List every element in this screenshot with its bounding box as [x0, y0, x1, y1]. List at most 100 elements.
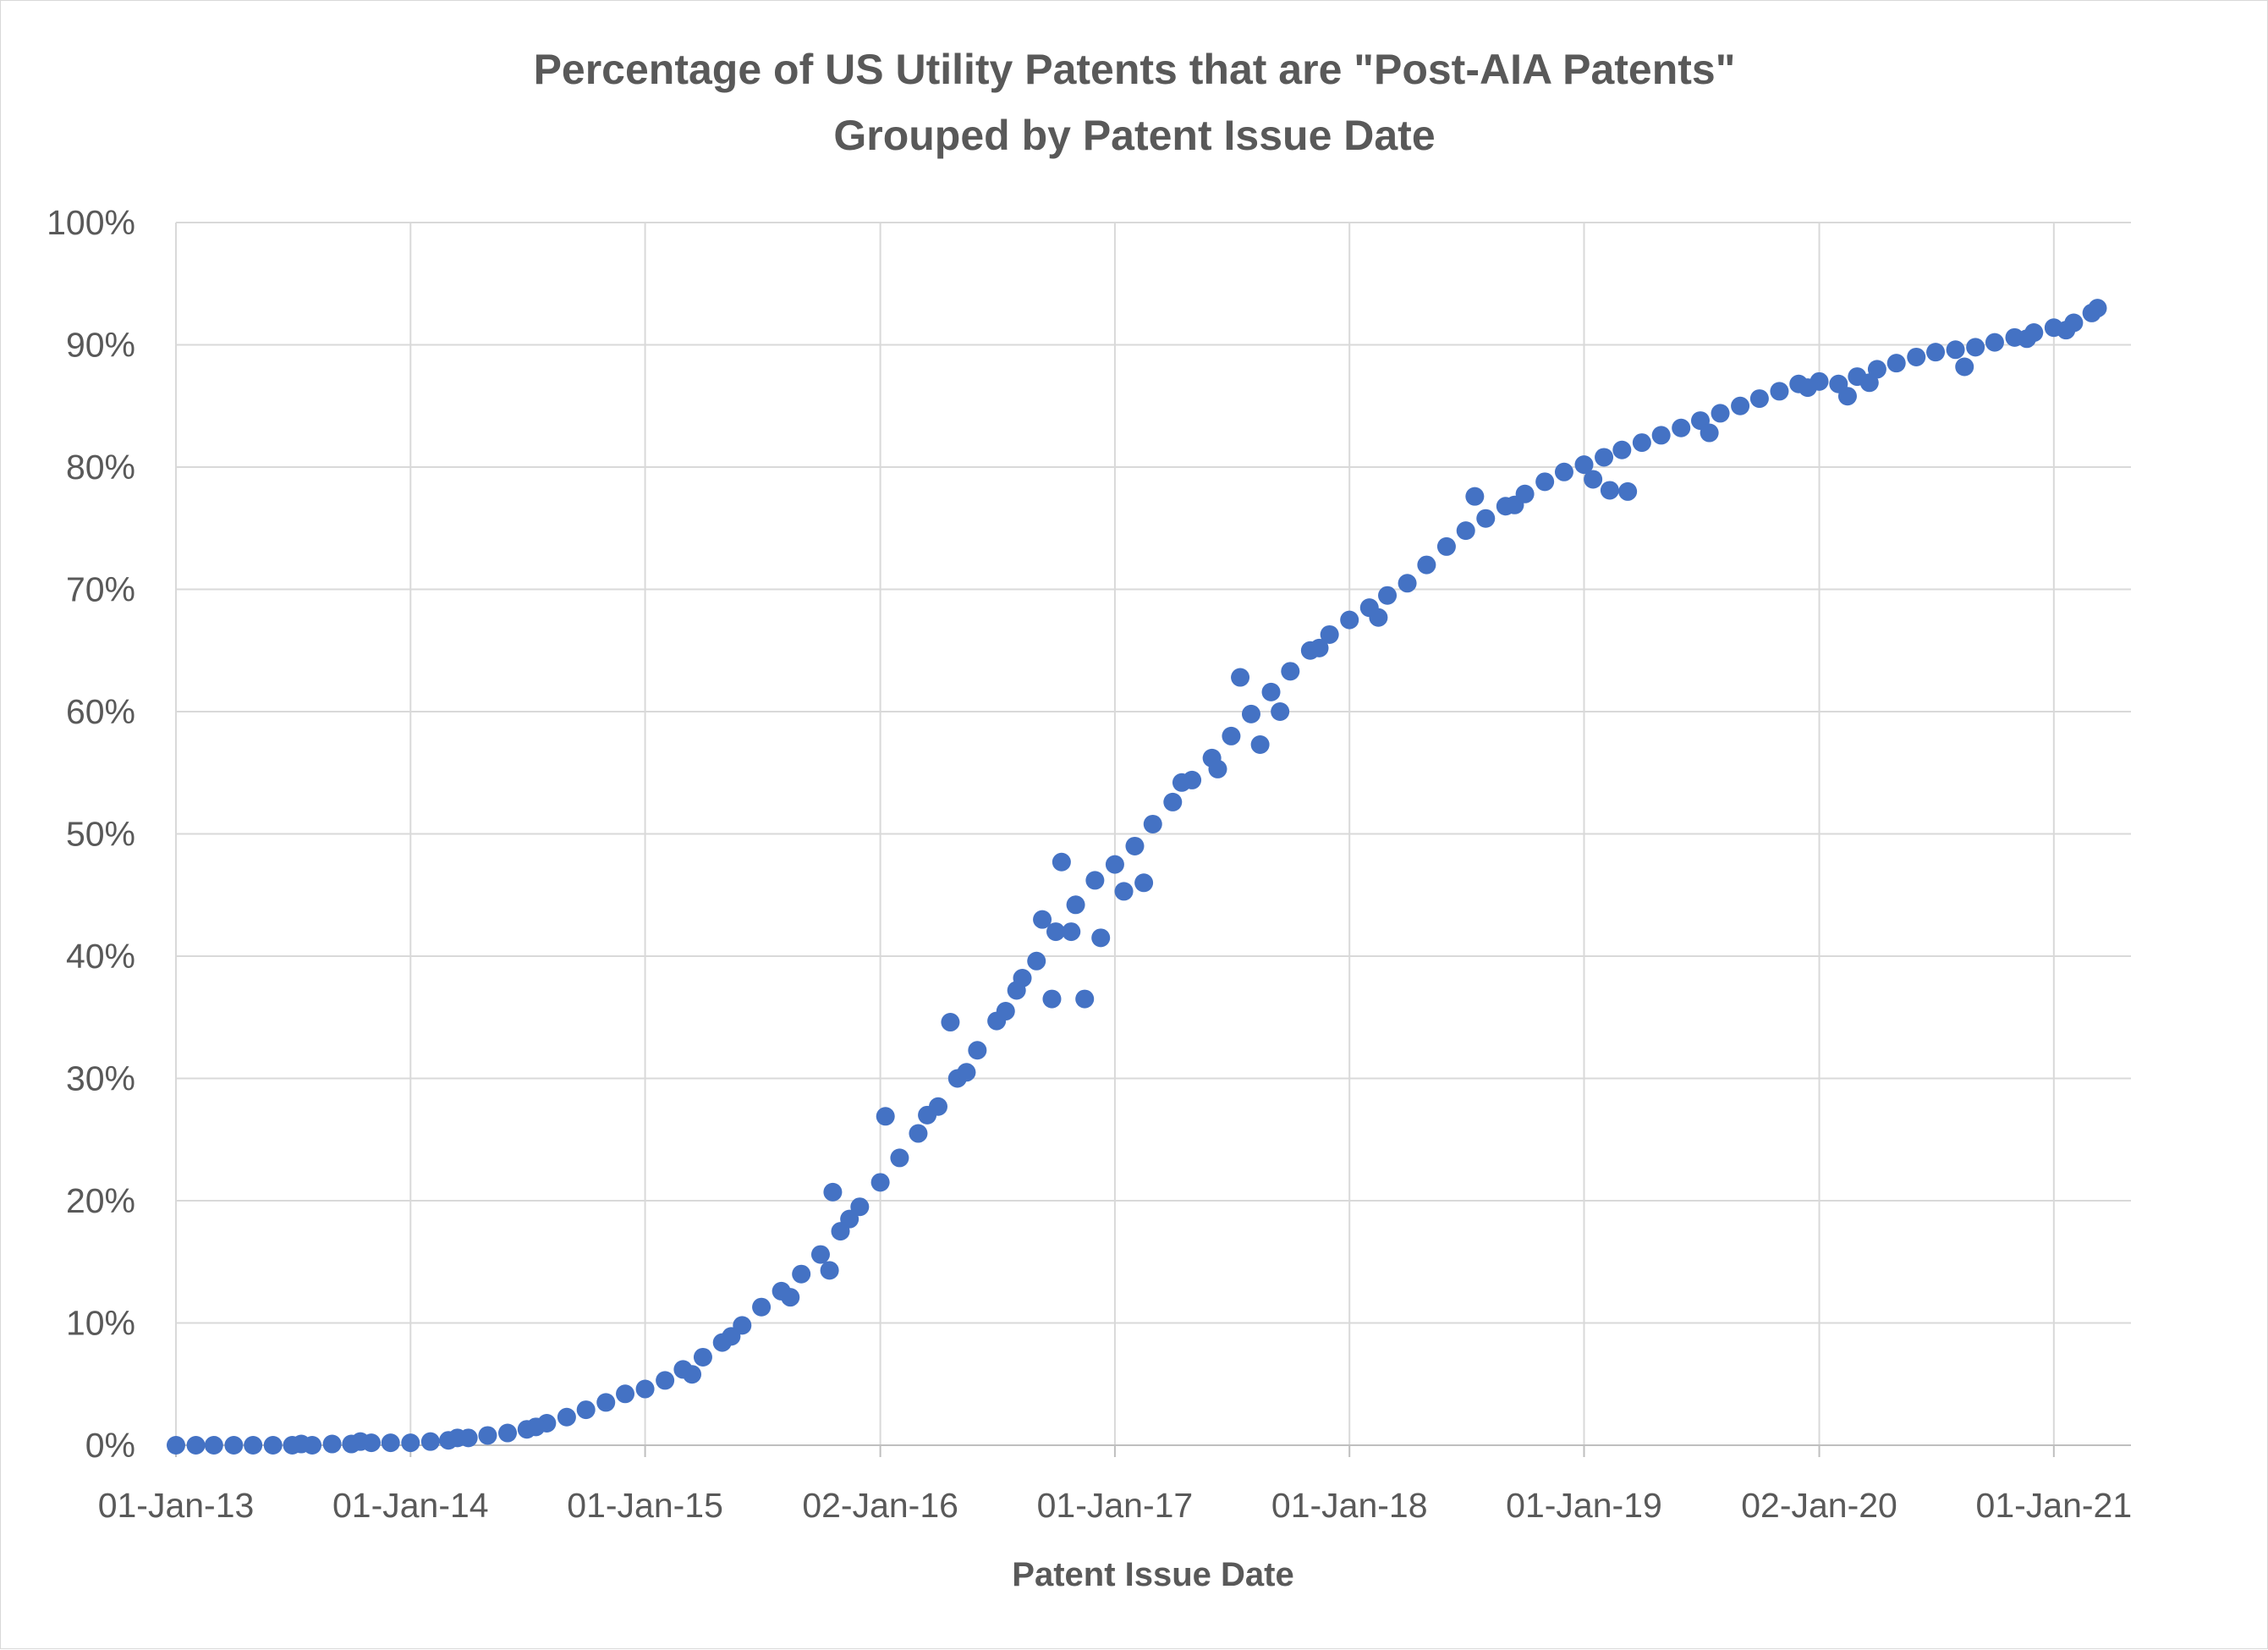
- data-point: [1711, 404, 1730, 423]
- y-tick-label: 40%: [66, 937, 135, 976]
- data-point: [1700, 423, 1719, 443]
- data-point: [1632, 433, 1651, 453]
- data-point: [1985, 333, 2004, 352]
- data-point: [1250, 735, 1270, 755]
- data-point: [1926, 343, 1946, 362]
- data-point: [1085, 871, 1105, 890]
- data-point: [224, 1436, 244, 1455]
- data-point: [557, 1407, 576, 1427]
- data-point: [420, 1432, 440, 1451]
- data-point: [1867, 360, 1886, 379]
- data-point: [381, 1433, 400, 1453]
- data-point: [322, 1434, 342, 1454]
- x-tick-label: 01-Jan-14: [332, 1486, 489, 1525]
- data-point: [957, 1063, 976, 1082]
- data-point: [1886, 354, 1906, 373]
- data-point: [1749, 389, 1769, 409]
- data-point: [2057, 321, 2076, 340]
- data-point: [1535, 472, 1555, 492]
- x-tick-label: 01-Jan-13: [98, 1486, 255, 1525]
- data-point: [448, 1428, 467, 1448]
- data-point: [1600, 481, 1619, 500]
- y-tick-label: 90%: [66, 326, 135, 365]
- x-tick-label: 01-Jan-17: [1037, 1486, 1194, 1525]
- data-point: [1574, 455, 1594, 475]
- data-point: [1091, 928, 1111, 948]
- gridlines: [175, 222, 2131, 1457]
- data-point: [1134, 873, 1154, 893]
- data-point: [635, 1379, 655, 1399]
- y-tick-label: 100%: [47, 203, 135, 242]
- data-point: [1378, 586, 1398, 605]
- data-point: [1417, 555, 1436, 575]
- data-point: [1436, 536, 1456, 556]
- data-point: [292, 1434, 311, 1454]
- data-point: [1554, 462, 1573, 481]
- y-axis-ticks: 0% 10% 20% 30% 40% 50% 60% 70% 80% 90% 100%: [47, 203, 135, 1465]
- y-tick-label: 50%: [66, 815, 135, 854]
- data-point: [1456, 521, 1475, 541]
- data-point: [1320, 624, 1339, 644]
- data-point: [1859, 373, 1879, 393]
- data-point: [1172, 773, 1191, 792]
- data-point: [870, 1173, 890, 1192]
- data-point: [1281, 662, 1300, 681]
- data-point: [656, 1371, 675, 1390]
- data-point: [850, 1197, 870, 1217]
- data-point: [1013, 969, 1032, 988]
- chart-title: Percentage of US Utility Patents that ar…: [534, 46, 1736, 93]
- data-point: [1798, 378, 1817, 398]
- x-tick-label: 01-Jan-18: [1271, 1486, 1428, 1525]
- data-point: [204, 1436, 223, 1455]
- data-point: [941, 1013, 960, 1032]
- data-point: [823, 1182, 843, 1202]
- chart-subtitle: Grouped by Patent Issue Date: [833, 112, 1435, 159]
- y-tick-label: 30%: [66, 1059, 135, 1098]
- data-point: [1398, 574, 1417, 593]
- x-tick-label: 02-Jan-16: [802, 1486, 958, 1525]
- data-point: [1465, 487, 1485, 506]
- data-point: [820, 1261, 839, 1280]
- data-point: [576, 1400, 596, 1420]
- data-point: [1062, 922, 1081, 942]
- x-tick-label: 01-Jan-19: [1506, 1486, 1662, 1525]
- data-point: [1163, 792, 1183, 811]
- x-axis-title: Patent Issue Date: [1012, 1556, 1293, 1593]
- data-point: [722, 1327, 741, 1346]
- x-tick-label: 02-Jan-20: [1741, 1486, 1897, 1525]
- data-point: [596, 1393, 616, 1412]
- data-point: [1595, 448, 1614, 467]
- data-point: [1208, 759, 1227, 778]
- data-point: [840, 1209, 859, 1229]
- data-point: [968, 1041, 987, 1060]
- data-point: [1966, 338, 1985, 357]
- y-tick-label: 10%: [66, 1304, 135, 1343]
- data-point: [1231, 668, 1250, 687]
- y-tick-label: 20%: [66, 1181, 135, 1220]
- data-point: [1946, 340, 1965, 360]
- data-point: [1075, 989, 1095, 1009]
- data-point: [1066, 895, 1085, 915]
- data-point: [1955, 357, 1974, 377]
- data-point: [752, 1297, 772, 1317]
- data-point: [1271, 702, 1290, 721]
- data-point: [683, 1365, 702, 1384]
- data-point: [186, 1436, 206, 1455]
- data-point: [1143, 814, 1162, 833]
- data-point: [876, 1107, 895, 1126]
- data-point: [890, 1148, 909, 1168]
- data-point: [792, 1264, 811, 1284]
- data-point: [1612, 440, 1632, 459]
- data-points: [167, 299, 2107, 1455]
- data-point: [1027, 951, 1046, 971]
- x-tick-label: 01-Jan-15: [567, 1486, 723, 1525]
- data-point: [1837, 387, 1857, 406]
- data-point: [351, 1432, 371, 1451]
- data-point: [1651, 426, 1671, 445]
- data-point: [918, 1105, 937, 1125]
- data-point: [1505, 495, 1524, 514]
- data-point: [909, 1124, 928, 1143]
- data-point: [1731, 396, 1750, 415]
